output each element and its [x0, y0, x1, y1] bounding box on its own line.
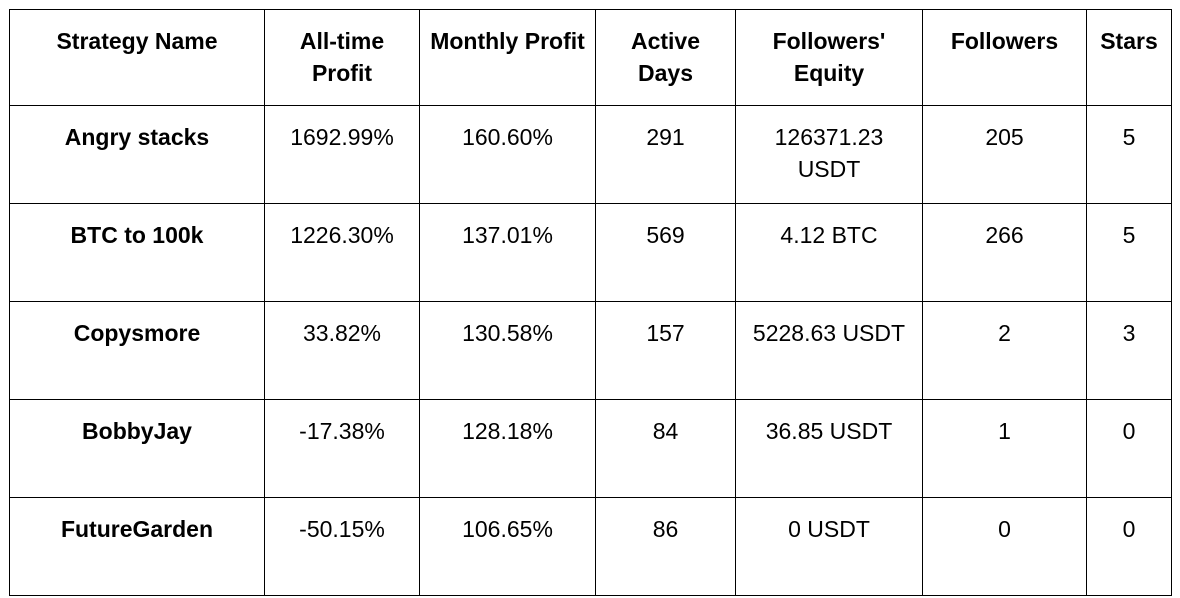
all-time-profit-cell: 1692.99%	[264, 105, 420, 204]
table-row: FutureGarden -50.15% 106.65% 86 0 USDT 0…	[9, 497, 1172, 596]
strategy-name-cell: Angry stacks	[9, 105, 265, 204]
strategy-table: Strategy Name All-time Profit Monthly Pr…	[9, 9, 1172, 596]
header-strategy-name: Strategy Name	[9, 9, 265, 106]
active-days-cell: 84	[595, 399, 736, 498]
all-time-profit-cell: -17.38%	[264, 399, 420, 498]
followers-cell: 2	[922, 301, 1087, 400]
header-monthly-profit: Monthly Profit	[419, 9, 596, 106]
followers-equity-cell: 36.85 USDT	[735, 399, 923, 498]
stars-cell: 3	[1086, 301, 1172, 400]
strategy-name-cell: BobbyJay	[9, 399, 265, 498]
stars-cell: 5	[1086, 203, 1172, 302]
all-time-profit-cell: 1226.30%	[264, 203, 420, 302]
active-days-cell: 86	[595, 497, 736, 596]
header-stars: Stars	[1086, 9, 1172, 106]
strategy-table-container: Strategy Name All-time Profit Monthly Pr…	[9, 9, 1172, 596]
table-row: Angry stacks 1692.99% 160.60% 291 126371…	[9, 105, 1172, 204]
active-days-cell: 569	[595, 203, 736, 302]
followers-equity-cell: 5228.63 USDT	[735, 301, 923, 400]
header-followers-equity: Followers' Equity	[735, 9, 923, 106]
header-active-days: Active Days	[595, 9, 736, 106]
strategy-name-cell: FutureGarden	[9, 497, 265, 596]
followers-cell: 0	[922, 497, 1087, 596]
header-followers: Followers	[922, 9, 1087, 106]
followers-equity-cell: 126371.23 USDT	[735, 105, 923, 204]
strategy-name-cell: Copysmore	[9, 301, 265, 400]
active-days-cell: 157	[595, 301, 736, 400]
followers-equity-cell: 4.12 BTC	[735, 203, 923, 302]
stars-cell: 0	[1086, 497, 1172, 596]
followers-cell: 266	[922, 203, 1087, 302]
table-row: Copysmore 33.82% 130.58% 157 5228.63 USD…	[9, 301, 1172, 400]
table-row: BTC to 100k 1226.30% 137.01% 569 4.12 BT…	[9, 203, 1172, 302]
active-days-cell: 291	[595, 105, 736, 204]
monthly-profit-cell: 128.18%	[419, 399, 596, 498]
followers-equity-cell: 0 USDT	[735, 497, 923, 596]
monthly-profit-cell: 130.58%	[419, 301, 596, 400]
stars-cell: 0	[1086, 399, 1172, 498]
all-time-profit-cell: 33.82%	[264, 301, 420, 400]
followers-cell: 1	[922, 399, 1087, 498]
all-time-profit-cell: -50.15%	[264, 497, 420, 596]
monthly-profit-cell: 106.65%	[419, 497, 596, 596]
header-all-time-profit: All-time Profit	[264, 9, 420, 106]
table-header-row: Strategy Name All-time Profit Monthly Pr…	[9, 9, 1172, 106]
monthly-profit-cell: 137.01%	[419, 203, 596, 302]
monthly-profit-cell: 160.60%	[419, 105, 596, 204]
followers-cell: 205	[922, 105, 1087, 204]
strategy-name-cell: BTC to 100k	[9, 203, 265, 302]
stars-cell: 5	[1086, 105, 1172, 204]
table-row: BobbyJay -17.38% 128.18% 84 36.85 USDT 1…	[9, 399, 1172, 498]
